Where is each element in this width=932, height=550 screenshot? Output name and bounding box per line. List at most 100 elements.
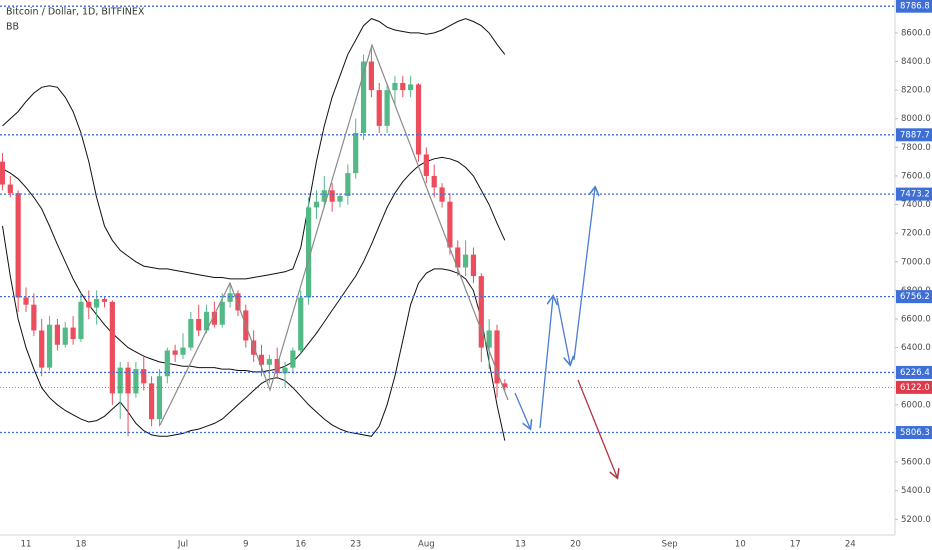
x-tick-label: Sep: [662, 540, 678, 550]
last-price-label: 6122.0: [900, 383, 930, 393]
level-label-box: [896, 128, 932, 142]
candle-body: [368, 61, 374, 91]
level-label: 6226.4: [900, 368, 930, 378]
x-tick-label: 17: [790, 540, 801, 550]
candle-body: [321, 190, 327, 202]
candle-body: [211, 311, 217, 325]
candle-body: [494, 330, 500, 384]
y-tick-label: 5200.0: [901, 515, 931, 525]
candle-body: [31, 304, 37, 331]
x-tick-label: Aug: [418, 540, 435, 550]
x-tick-label: 13: [515, 540, 526, 550]
candle-body: [172, 350, 178, 355]
candle-body: [196, 318, 202, 331]
candle-body: [306, 207, 312, 298]
candle-body: [86, 301, 92, 308]
y-tick-label: 8600.0: [901, 28, 931, 38]
plot-area: [0, 5, 895, 441]
y-tick-label: 8000.0: [901, 114, 931, 124]
candle-body: [408, 84, 414, 91]
candle-body: [423, 154, 429, 176]
x-tick-label: Jul: [177, 540, 188, 550]
chart-title: Bitcoin / Dollar, 1D, BITFINEX: [6, 7, 145, 18]
y-tick-label: 5600.0: [901, 458, 931, 468]
candle-body: [329, 190, 335, 202]
level-label: 7473.2: [900, 190, 930, 200]
y-tick-label: 6400.0: [901, 343, 931, 353]
forecast-arrow: [556, 297, 570, 364]
x-tick-label: 20: [570, 540, 581, 550]
candle-body: [392, 82, 398, 91]
y-tick-label: 7200.0: [901, 229, 931, 239]
candle-body: [188, 318, 194, 348]
candle-body: [141, 369, 147, 384]
y-tick-label: 7800.0: [901, 143, 931, 153]
candle-body: [164, 350, 170, 377]
axis-labels: 5200.05400.05600.05800.06000.06200.06400…: [21, 0, 932, 550]
last-price-box: [896, 380, 932, 394]
candle-body: [54, 324, 60, 345]
candle-body: [101, 298, 108, 302]
level-label-box: [896, 0, 932, 13]
band-lower: [2, 225, 506, 441]
level-label: 5806.3: [900, 428, 930, 438]
candle-body: [360, 61, 367, 134]
candle-body: [313, 201, 320, 208]
candle-body: [203, 311, 210, 331]
candle-body: [125, 367, 131, 394]
candle-body: [400, 82, 406, 91]
candle-body: [78, 301, 84, 340]
candle-body: [180, 347, 186, 355]
candle-body: [384, 90, 390, 126]
y-tick-label: 8400.0: [901, 57, 931, 67]
candle-body: [376, 90, 382, 126]
candle-body: [109, 301, 115, 394]
candle-body: [219, 301, 225, 325]
y-tick-label: 7000.0: [901, 257, 931, 267]
candle-body: [502, 383, 508, 388]
candle-body: [337, 195, 343, 202]
candle-body: [353, 133, 359, 174]
drawings: [159, 43, 617, 477]
candle-body: [439, 187, 445, 202]
x-tick-label: 16: [295, 540, 306, 550]
x-tick-label: 11: [21, 540, 32, 550]
level-label-box: [896, 187, 932, 201]
candle-body: [431, 175, 437, 188]
forecast-arrow: [577, 379, 617, 477]
candle-body: [447, 201, 453, 248]
band-upper: [2, 18, 506, 280]
candle-body: [23, 297, 29, 305]
y-tick-label: 7600.0: [901, 171, 931, 181]
x-tick-label: 24: [845, 540, 856, 550]
candle-body: [415, 84, 422, 155]
pattern-line: [159, 43, 509, 426]
candle-body: [463, 254, 469, 268]
y-tick-label: 8200.0: [901, 86, 931, 96]
candle-body: [133, 369, 139, 394]
forecast-arrow: [514, 392, 530, 428]
price-axis: [895, 0, 932, 550]
level-label: 7887.7: [900, 130, 930, 140]
candle-body: [486, 330, 492, 348]
candle-body: [156, 376, 163, 420]
candle-body: [149, 383, 155, 420]
level-label-box: [896, 290, 932, 304]
candle-body: [94, 298, 100, 308]
forecast-arrow: [573, 188, 595, 361]
candle-body: [266, 359, 272, 365]
y-tick-label: 6000.0: [901, 400, 931, 410]
candle-body: [282, 367, 288, 374]
candle-body: [7, 184, 13, 194]
candle-body: [0, 161, 6, 185]
candle-body: [39, 330, 45, 368]
candle-body: [70, 327, 76, 340]
forecast-arrow: [539, 297, 553, 429]
level-label: 6756.2: [900, 292, 930, 302]
y-tick-label: 5400.0: [901, 486, 931, 496]
candle-body: [455, 247, 461, 268]
x-tick-label: 23: [350, 540, 361, 550]
level-label: 8786.8: [900, 2, 930, 12]
y-tick-label: 7400.0: [901, 200, 931, 210]
